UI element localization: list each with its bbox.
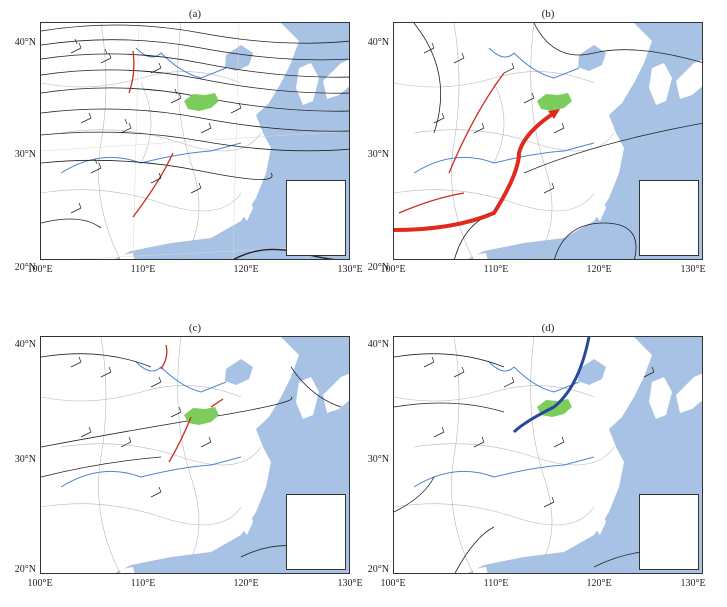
x-tick-label: 120°E	[586, 264, 612, 275]
x-tick-label: 120°E	[233, 578, 259, 589]
y-tick-label: 20°N	[14, 262, 36, 273]
geopotential-contours	[41, 24, 349, 259]
japan-islands	[323, 373, 349, 413]
japan-islands	[323, 59, 349, 99]
y-tick-label: 40°N	[367, 37, 389, 48]
x-tick-label: 120°E	[586, 578, 612, 589]
panel-label-b: (b)	[541, 8, 555, 20]
river-yangtze	[413, 142, 595, 174]
map-frame-a	[40, 22, 350, 260]
x-tick-label: 100°E	[380, 264, 406, 275]
south-china-sea-inset	[286, 494, 346, 570]
panel-label-d: (d)	[541, 322, 555, 334]
y-tick-label: 20°N	[14, 564, 36, 575]
taiwan-island	[241, 195, 253, 221]
taiwan-island	[594, 509, 606, 535]
panel-label-c: (c)	[188, 322, 202, 334]
x-tick-label: 100°E	[380, 578, 406, 589]
hainan-island	[472, 253, 488, 259]
x-tick-label: 130°E	[680, 578, 706, 589]
region-highlight	[537, 93, 572, 111]
trough-line-north	[160, 344, 168, 370]
y-tick-label: 40°N	[367, 339, 389, 350]
panel-label-a: (a)	[188, 8, 202, 20]
map-panel-d: (d)	[368, 322, 706, 589]
korea-peninsula	[296, 63, 319, 105]
korea-peninsula	[296, 377, 319, 419]
y-tick-label: 20°N	[367, 262, 389, 273]
province-borders	[41, 337, 262, 573]
taiwan-island	[241, 509, 253, 535]
south-china-sea-inset	[639, 180, 699, 256]
hainan-island	[119, 253, 135, 259]
shear-line	[512, 337, 591, 434]
river-yellow	[135, 361, 227, 393]
x-tick-label: 110°E	[483, 578, 509, 589]
south-china-sea-inset	[286, 180, 346, 256]
x-tick-label: 120°E	[233, 264, 259, 275]
x-tick-label: 100°E	[27, 578, 53, 589]
trough-line-north	[448, 72, 505, 174]
japan-islands	[676, 59, 702, 99]
region-highlight	[184, 93, 219, 111]
y-tick-label: 40°N	[14, 339, 36, 350]
map-panel-c: (c)	[15, 322, 363, 589]
jet-arrow	[394, 111, 556, 232]
y-tick-label: 30°N	[367, 149, 389, 160]
wind-barbs	[423, 42, 565, 194]
y-tick-label: 30°N	[14, 454, 36, 465]
taiwan-island	[594, 195, 606, 221]
geopotential-contours	[413, 23, 702, 259]
y-tick-label: 30°N	[367, 454, 389, 465]
x-tick-label: 130°E	[680, 264, 706, 275]
y-tick-label: 30°N	[14, 149, 36, 160]
x-tick-label: 130°E	[337, 264, 363, 275]
bohai-sea	[578, 359, 606, 385]
river-yangtze	[60, 142, 242, 174]
y-tick-label: 40°N	[14, 37, 36, 48]
x-tick-label: 130°E	[337, 578, 363, 589]
hainan-island	[119, 567, 135, 573]
trough-line-south	[168, 416, 192, 463]
bohai-sea	[225, 359, 253, 385]
x-tick-label: 110°E	[483, 264, 509, 275]
bohai-sea	[578, 45, 606, 71]
river-yangtze	[413, 456, 595, 488]
japan-islands	[676, 373, 702, 413]
trough-line-east	[210, 398, 224, 408]
map-frame-b	[393, 22, 703, 260]
x-tick-label: 110°E	[130, 264, 156, 275]
wind-barbs	[70, 356, 212, 498]
x-tick-label: 100°E	[27, 264, 53, 275]
bohai-sea	[225, 45, 253, 71]
trough-line-north	[128, 50, 135, 94]
korea-peninsula	[649, 63, 672, 105]
map-panel-b: (b)	[368, 8, 706, 275]
river-yellow	[488, 361, 580, 393]
korea-peninsula	[649, 377, 672, 419]
map-frame-c	[40, 336, 350, 574]
jet-arrowhead	[548, 109, 560, 119]
river-yellow	[488, 47, 580, 79]
trough-line-west	[398, 192, 465, 214]
map-panel-a: (a)	[15, 8, 363, 275]
south-china-sea-inset	[639, 494, 699, 570]
y-tick-label: 20°N	[367, 564, 389, 575]
river-yellow	[135, 47, 227, 79]
region-highlight	[184, 407, 219, 425]
map-frame-d	[393, 336, 703, 574]
river-yangtze	[60, 456, 242, 488]
hainan-island	[472, 567, 488, 573]
wind-barbs	[70, 38, 242, 214]
wind-barbs	[423, 356, 655, 508]
x-tick-label: 110°E	[130, 578, 156, 589]
trough-line-south	[132, 152, 174, 218]
